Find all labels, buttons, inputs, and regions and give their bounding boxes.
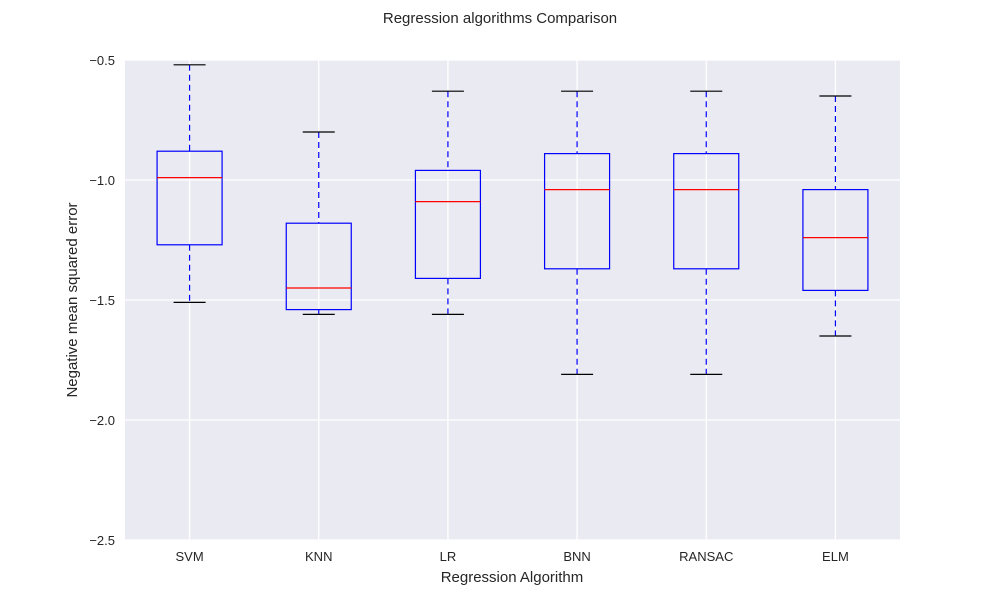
x-tick-label: KNN xyxy=(305,549,332,564)
y-tick-label: −1.0 xyxy=(89,173,115,188)
boxes xyxy=(156,64,869,375)
y-axis-label: Negative mean squared error xyxy=(64,202,81,397)
box-svm xyxy=(156,64,223,303)
x-tick-label: ELM xyxy=(822,549,849,564)
iqr-box xyxy=(156,150,223,246)
box-knn xyxy=(285,131,352,315)
iqr-box xyxy=(802,189,869,292)
iqr-box xyxy=(673,153,740,270)
x-tick-label: LR xyxy=(440,549,457,564)
y-tick-label: −1.5 xyxy=(89,293,115,308)
y-tick-label: −2.0 xyxy=(89,413,115,428)
y-tick-label: −0.5 xyxy=(89,53,115,68)
x-tick-label: SVM xyxy=(175,549,203,564)
box-bnn xyxy=(543,90,611,375)
box-ransac xyxy=(673,90,740,375)
box-lr xyxy=(414,90,482,315)
x-tick-label: BNN xyxy=(563,549,590,564)
x-axis-label: Regression Algorithm xyxy=(441,569,584,586)
chart-title: Regression algorithms Comparison xyxy=(383,10,617,27)
box-elm xyxy=(802,95,869,337)
x-tick-label: RANSAC xyxy=(679,549,733,564)
y-tick-labels: −2.5 −2.0 −1.5 −1.0 −0.5 xyxy=(89,53,115,548)
x-tick-labels: SVM KNN LR BNN RANSAC ELM xyxy=(175,549,848,564)
y-tick-label: −2.5 xyxy=(89,533,115,548)
iqr-box xyxy=(285,222,352,311)
iqr-box xyxy=(543,153,611,270)
iqr-box xyxy=(414,169,482,279)
